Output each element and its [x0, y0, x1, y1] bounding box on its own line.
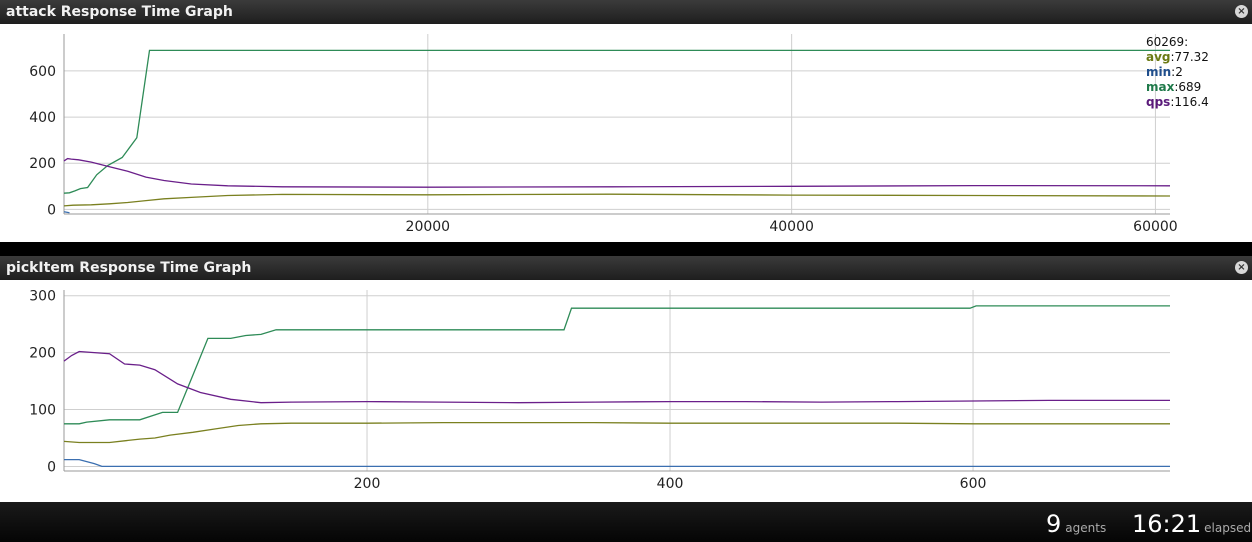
attack-xtick-label: 20000	[406, 219, 451, 235]
pickitem-ytick-label: 100	[29, 403, 56, 419]
elapsed-timer: 16:21 elapsed	[1132, 510, 1251, 538]
pickitem-ytick-label: 200	[29, 346, 56, 362]
attack-ytick-label: 0	[47, 202, 56, 218]
pickitem-xtick-label: 400	[657, 476, 684, 492]
close-icon[interactable]: ×	[1235, 5, 1248, 18]
pickitem-chart: 0 100 200 300 200 400 600	[29, 289, 1170, 492]
agents-counter: 9 agents	[1046, 510, 1106, 538]
attack-panel-header: attack Response Time Graph ×	[0, 0, 1252, 24]
legend-avg: avg:77.32	[1146, 50, 1209, 64]
attack-xtick-label: 60000	[1133, 219, 1178, 235]
attack-panel-title: attack Response Time Graph	[6, 4, 233, 20]
pickitem-xtick-label: 600	[960, 476, 987, 492]
attack-ytick-label: 600	[29, 64, 56, 80]
attack-series-avg	[63, 193, 1171, 207]
pickitem-panel-title: pickItem Response Time Graph	[6, 260, 252, 276]
status-footer: 9 agents 16:21 elapsed	[0, 502, 1252, 542]
pickitem-series-avg	[63, 421, 1170, 444]
pickitem-panel-header: pickItem Response Time Graph ×	[0, 256, 1252, 280]
legend-min: min:2	[1146, 65, 1183, 79]
pickitem-series-max	[64, 305, 1170, 425]
attack-ytick-label: 200	[29, 156, 56, 172]
attack-ytick-label: 400	[29, 110, 56, 126]
legend-head: 60269:	[1146, 35, 1188, 49]
agents-label: agents	[1065, 521, 1107, 535]
legend-qps: qps:116.4	[1146, 95, 1209, 109]
pickitem-series-min	[64, 458, 1170, 468]
agents-count: 9	[1046, 510, 1062, 538]
attack-chart-area: 0 200 400 600 20000 40000 60000 60269: avg:77.32…	[0, 24, 1252, 242]
attack-chart: 0 200 400 600 20000 40000 60000 60269:avg:77.32…	[29, 34, 1209, 235]
attack-series-max	[63, 49, 1170, 194]
attack-xtick-label: 40000	[769, 219, 814, 235]
elapsed-label: elapsed	[1204, 521, 1252, 535]
elapsed-value: 16:21	[1132, 510, 1202, 538]
pickitem-xtick-label: 200	[354, 476, 381, 492]
pickitem-ytick-label: 0	[47, 459, 56, 475]
pickitem-chart-area: 0 100 200 300 200 400 600	[0, 280, 1252, 502]
pickitem-ytick-label: 300	[29, 289, 56, 305]
attack-series-qps	[63, 157, 1171, 188]
pickitem-series-qps	[63, 350, 1170, 404]
legend-max: max:689	[1146, 80, 1201, 94]
attack-series-min	[63, 211, 70, 214]
close-icon[interactable]: ×	[1235, 261, 1248, 274]
